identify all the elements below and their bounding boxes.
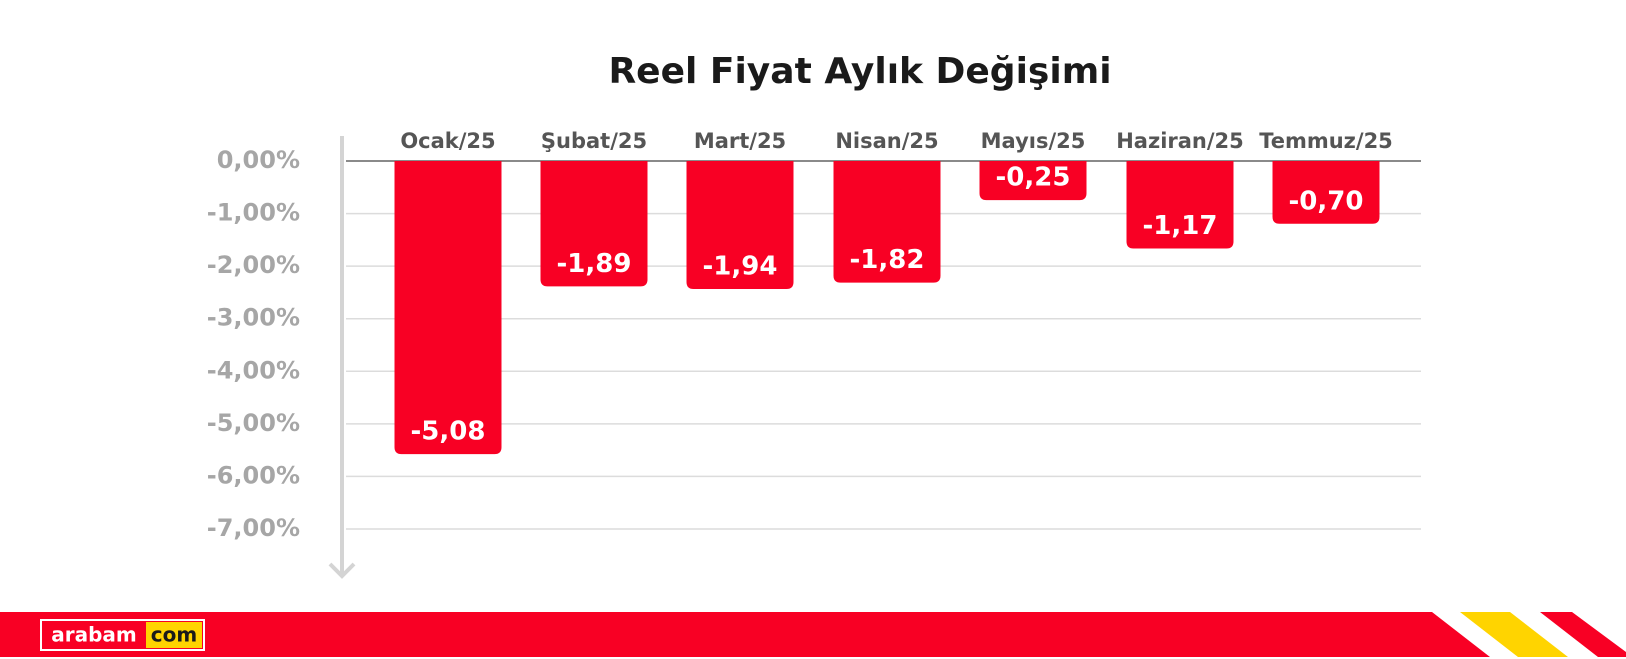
x-tick-label: Nisan/25 (835, 129, 938, 153)
chart-title: Reel Fiyat Aylık Değişimi (608, 51, 1111, 92)
y-tick-label: -7,00% (207, 514, 300, 542)
value-label: -1,89 (557, 249, 632, 279)
value-label: -1,94 (703, 251, 778, 281)
value-label: -1,82 (850, 245, 925, 275)
value-label: -0,25 (996, 163, 1071, 193)
bar (979, 161, 1087, 201)
bar (1272, 161, 1380, 224)
value-label: -1,17 (1143, 211, 1218, 241)
logo-text: arabam (51, 623, 137, 647)
y-tick-label: -1,00% (207, 199, 300, 227)
bar (1126, 161, 1234, 249)
value-label: -5,08 (411, 417, 486, 447)
x-tick-label: Şubat/25 (541, 129, 647, 153)
y-tick-label: -6,00% (207, 461, 300, 489)
y-tick-label: -2,00% (207, 251, 300, 279)
y-tick-label: -5,00% (207, 409, 300, 437)
x-tick-label: Temmuz/25 (1259, 129, 1393, 153)
y-tick-label: 0,00% (217, 146, 300, 174)
bar (540, 161, 648, 287)
footer-band (0, 612, 1490, 657)
x-tick-label: Mayıs/25 (981, 129, 1086, 153)
y-tick-label: -4,00% (207, 356, 300, 384)
bar (686, 161, 794, 289)
y-tick-label: -3,00% (207, 304, 300, 332)
value-label: -0,70 (1289, 186, 1364, 216)
bar (394, 161, 502, 455)
footer-stripe (1540, 612, 1626, 657)
x-tick-label: Haziran/25 (1116, 129, 1244, 153)
footer-stripe (1460, 612, 1568, 657)
logo-yellow (146, 622, 202, 648)
x-tick-label: Ocak/25 (400, 129, 495, 153)
logo-text: com (151, 623, 197, 647)
bar (833, 161, 941, 283)
axis-arrow (328, 562, 356, 579)
x-tick-label: Mart/25 (694, 129, 786, 153)
